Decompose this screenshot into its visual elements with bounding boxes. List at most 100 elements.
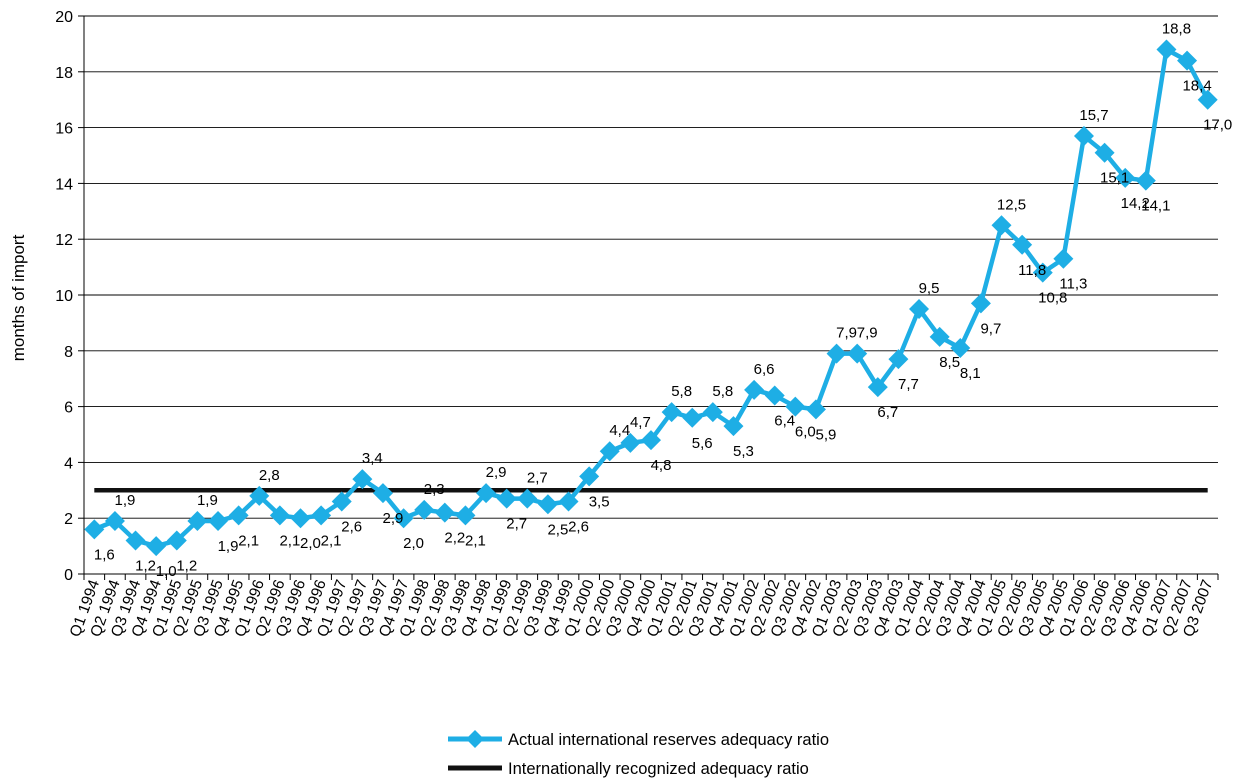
data-label: 8,1 xyxy=(960,365,981,382)
data-point-marker xyxy=(352,469,373,490)
data-point-marker xyxy=(970,293,991,314)
data-labels: 1,61,91,2 1,0 1,21,91,9 2,12,82,1 2,0 2,12,63… xyxy=(94,20,1232,580)
y-tick-label: 12 xyxy=(55,232,73,249)
data-point-marker xyxy=(702,402,723,423)
data-point-marker xyxy=(1197,89,1218,110)
data-label: 11,3 xyxy=(1059,276,1087,293)
data-label: 1,6 xyxy=(94,546,115,563)
data-label: 4,4 xyxy=(609,422,630,439)
data-point-marker xyxy=(269,505,290,526)
legend: Actual international reserves adequacy r… xyxy=(448,730,829,778)
data-point-marker xyxy=(228,505,249,526)
y-tick-label: 14 xyxy=(55,176,73,193)
data-label: 7,9 xyxy=(836,325,857,342)
data-label: 2,6 xyxy=(568,518,589,535)
data-label: 1,0 xyxy=(156,563,177,580)
data-label: 14,1 xyxy=(1141,198,1170,215)
data-point-marker xyxy=(826,343,847,364)
legend-item-recognized: Internationally recognized adequacy rati… xyxy=(448,760,809,778)
data-point-marker xyxy=(455,505,476,526)
data-point-marker xyxy=(991,215,1012,236)
data-label: 18,8 xyxy=(1162,20,1191,37)
data-point-marker xyxy=(414,499,435,520)
data-label: 14,2 xyxy=(1121,195,1150,212)
data-point-marker xyxy=(517,488,538,509)
data-point-marker xyxy=(723,416,744,437)
data-label: 15,1 xyxy=(1100,170,1129,187)
data-label: 8,5 xyxy=(939,354,960,371)
data-point-marker xyxy=(1073,125,1094,146)
data-point-marker xyxy=(641,430,661,451)
y-tick-label: 18 xyxy=(55,65,73,82)
data-point-marker xyxy=(1053,248,1074,269)
data-label: 6,0 xyxy=(795,424,816,441)
diamond-marker-icon xyxy=(466,730,484,748)
data-point-marker xyxy=(1032,262,1053,283)
data-label: 5,9 xyxy=(816,426,837,443)
data-point-marker xyxy=(290,508,311,529)
data-label: 5,3 xyxy=(733,443,754,460)
data-label: 5,8 xyxy=(712,383,733,400)
legend-label-recognized: Internationally recognized adequacy rati… xyxy=(508,760,809,778)
legend-label-actual: Actual international reserves adequacy r… xyxy=(508,731,829,749)
data-label: 4,8 xyxy=(651,457,672,474)
data-point-marker xyxy=(620,432,641,453)
data-point-marker xyxy=(929,326,950,347)
data-label: 2,7 xyxy=(527,470,548,487)
data-label: 2,0 xyxy=(403,535,424,552)
data-label: 9,7 xyxy=(980,320,1001,337)
data-label: 6,4 xyxy=(774,412,795,429)
data-label: 2,1 xyxy=(279,532,300,549)
data-label: 7,9 xyxy=(857,325,878,342)
data-label: 6,6 xyxy=(754,361,775,378)
data-point-marker xyxy=(558,491,579,512)
y-tick-label: 16 xyxy=(55,121,73,138)
y-tick-label: 6 xyxy=(64,400,73,417)
data-label: 2,1 xyxy=(238,532,259,549)
data-label: 7,7 xyxy=(898,376,919,393)
data-label: 3,4 xyxy=(362,450,383,467)
data-point-marker xyxy=(888,349,909,370)
data-point-marker xyxy=(311,505,332,526)
data-point-marker xyxy=(909,298,930,319)
data-point-marker xyxy=(125,530,146,551)
data-point-marker xyxy=(867,377,888,398)
data-label: 2,1 xyxy=(465,532,486,549)
data-point-marker xyxy=(805,399,826,420)
data-label: 1,9 xyxy=(114,492,135,509)
data-point-marker xyxy=(372,483,393,504)
data-point-marker xyxy=(1012,234,1033,255)
grid-lines xyxy=(84,15,1218,519)
data-label: 17,0 xyxy=(1203,117,1232,134)
data-point-marker xyxy=(393,508,414,529)
data-label: 3,5 xyxy=(589,493,610,510)
data-point-marker xyxy=(744,379,765,400)
data-point-marker xyxy=(661,402,682,423)
data-label: 11,8 xyxy=(1018,262,1046,279)
data-label: 4,7 xyxy=(630,414,651,431)
data-label: 2,7 xyxy=(506,516,527,533)
data-label: 2,8 xyxy=(259,467,280,484)
data-label: 1,2 xyxy=(176,558,197,575)
data-label: 15,7 xyxy=(1079,107,1108,124)
data-point-marker xyxy=(847,343,868,364)
data-point-marker xyxy=(537,494,558,515)
data-label: 5,6 xyxy=(692,435,713,452)
data-point-marker xyxy=(476,483,497,504)
actual-series xyxy=(84,39,1218,557)
data-label: 9,5 xyxy=(919,280,940,297)
data-label: 1,9 xyxy=(218,538,239,555)
data-point-marker xyxy=(187,510,208,531)
data-point-marker xyxy=(1115,167,1136,188)
data-point-marker xyxy=(1177,50,1198,71)
data-point-marker xyxy=(682,407,703,428)
data-label: 2,9 xyxy=(486,464,507,481)
data-label: 1,2 xyxy=(135,558,156,575)
data-point-marker xyxy=(249,485,270,506)
data-point-marker xyxy=(331,491,352,512)
data-point-marker xyxy=(950,338,971,359)
data-label: 2,1 xyxy=(321,532,342,549)
data-label: 2,5 xyxy=(547,521,568,538)
